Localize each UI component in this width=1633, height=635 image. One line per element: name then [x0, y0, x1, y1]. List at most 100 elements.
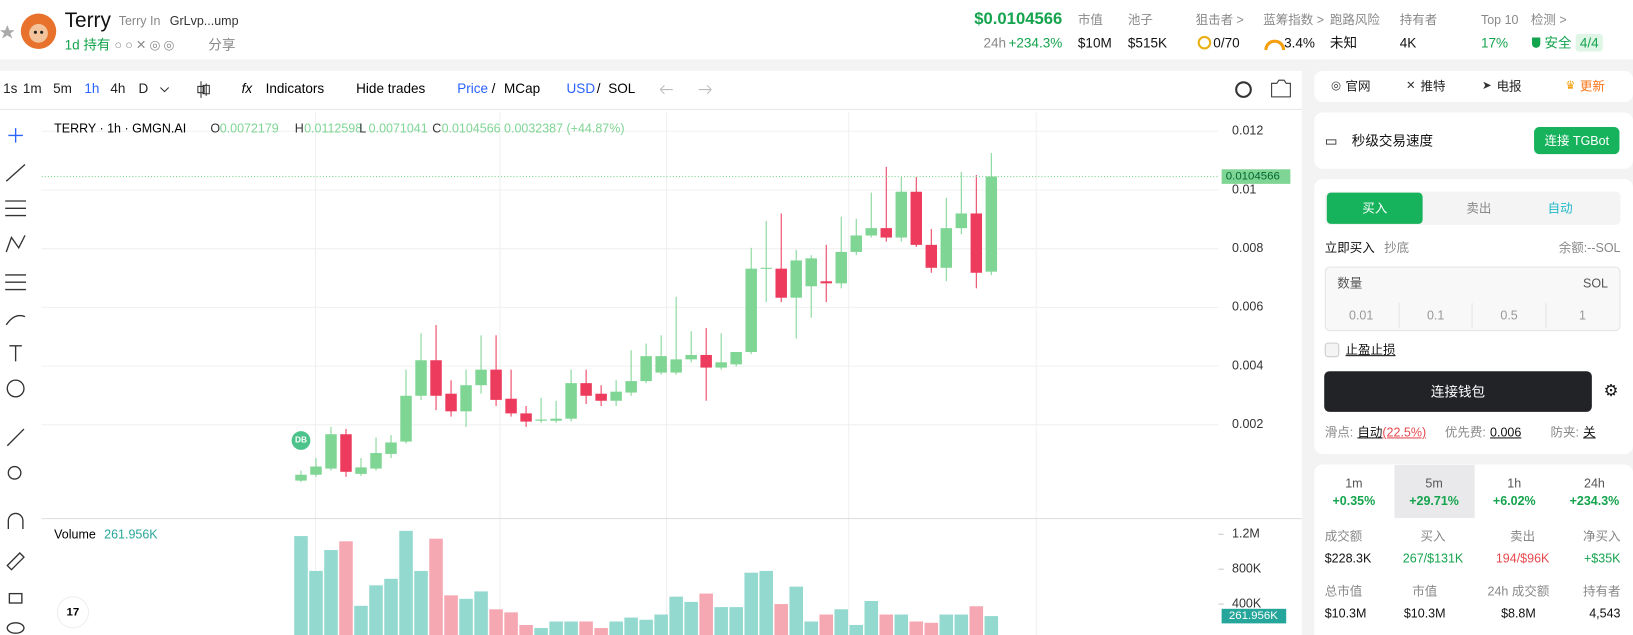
tv-logo[interactable]	[56, 596, 90, 629]
link[interactable]: 官网	[1345, 79, 1371, 94]
period-change[interactable]: +6.02%	[1492, 493, 1536, 509]
volume-bar	[804, 621, 818, 635]
tgbot-button[interactable]: 连接 TGBot	[1534, 127, 1620, 155]
interval[interactable]: 4h	[110, 81, 125, 96]
preset[interactable]: 0.1	[1398, 303, 1472, 329]
candle-body	[385, 442, 397, 454]
preset[interactable]: 0.5	[1471, 303, 1546, 329]
candle-body	[400, 395, 412, 442]
interval[interactable]: 1s	[3, 81, 18, 96]
mev-value[interactable]: 关	[1583, 424, 1596, 440]
checkbox[interactable]	[1324, 342, 1340, 358]
volume-bar	[939, 614, 954, 635]
stat-value: 17%	[1480, 34, 1509, 51]
y-tick-label: 0.01	[1232, 182, 1256, 196]
volume-bar	[774, 604, 788, 635]
indicators[interactable]: Indicators	[266, 81, 325, 96]
stat-label: 持有者	[1582, 584, 1621, 599]
volume-title: Volume	[54, 528, 96, 542]
amount-box[interactable]	[1324, 266, 1621, 332]
tab-buy[interactable]: 买入	[1326, 192, 1423, 224]
mcap-toggle[interactable]: MCap	[504, 81, 540, 96]
preset[interactable]: 1	[1544, 303, 1619, 329]
sol-toggle[interactable]: SOL	[608, 81, 636, 96]
hide-trades[interactable]: Hide trades	[356, 81, 425, 96]
connect-wallet[interactable]: 连接钱包	[1324, 371, 1592, 412]
drawing-tools[interactable]	[5, 128, 27, 634]
mode-dip[interactable]: 抄底	[1384, 240, 1410, 256]
interval[interactable]: D	[139, 81, 149, 96]
period-change[interactable]: +29.71%	[1409, 493, 1459, 509]
slippage-value[interactable]: (22.5%)	[1382, 424, 1427, 440]
period-change[interactable]: +234.3%	[1569, 493, 1620, 509]
volume-bar	[504, 612, 518, 635]
candle-body	[505, 398, 517, 414]
preset[interactable]: 0.01	[1349, 308, 1374, 323]
legend-value: 0.0071041	[369, 121, 428, 135]
usd-toggle[interactable]: USD	[567, 81, 596, 96]
price: $0.0104566	[974, 10, 1063, 29]
candle-body	[625, 381, 637, 393]
volume-bar	[429, 538, 443, 635]
candle-body	[910, 191, 923, 245]
volume-bar	[294, 536, 308, 635]
period-label[interactable]: 5m	[1425, 475, 1443, 491]
volume-bar	[519, 624, 533, 635]
price-toggle[interactable]: Price	[457, 81, 488, 96]
link[interactable]: 推特	[1420, 79, 1446, 94]
share[interactable]: 分享	[208, 36, 236, 53]
volume-bar	[579, 621, 593, 635]
candle-body	[985, 176, 998, 272]
volume-bar	[654, 614, 668, 635]
volume-bar	[984, 616, 999, 635]
volume-bar	[489, 609, 503, 635]
interval[interactable]: 1h	[84, 81, 99, 96]
candle-body	[940, 228, 953, 268]
volume-bar	[729, 607, 743, 635]
volume-bar	[669, 596, 683, 635]
candle-icon[interactable]	[197, 81, 210, 98]
fx-icon[interactable]: fx	[242, 81, 254, 96]
token-address[interactable]: GrLvp...ump	[169, 13, 239, 29]
interval[interactable]: 5m	[53, 81, 72, 96]
last-price-label: 0.0104566	[1226, 171, 1280, 183]
interval[interactable]: 1m	[23, 81, 42, 96]
period-label[interactable]: 24h	[1584, 475, 1605, 491]
settings-icon[interactable]	[1235, 81, 1252, 98]
fee-label: 优先费:	[1444, 424, 1486, 440]
link[interactable]: 更新	[1579, 79, 1605, 94]
slippage-mode[interactable]: 自动	[1357, 424, 1383, 440]
volume-bar	[354, 605, 368, 635]
sniper-icon	[1197, 35, 1212, 50]
volume-bar	[879, 614, 894, 635]
link[interactable]: 电报	[1496, 79, 1522, 94]
tab-sell[interactable]: 卖出	[1466, 200, 1492, 216]
stat-value: $10.3M	[1324, 606, 1367, 621]
period-active-bg	[1394, 465, 1475, 519]
stop-loss[interactable]: 止盈止损	[1345, 342, 1396, 358]
stat-value: 3.4%	[1284, 34, 1315, 51]
tab-auto[interactable]: 自动	[1547, 200, 1573, 216]
period-label[interactable]: 1m	[1345, 475, 1363, 491]
candle-body	[880, 228, 892, 238]
social-icons[interactable]: ○○✕◎◎	[114, 37, 178, 53]
trade-card: 买入 卖出 自动 立即买入 抄底 余额:--SOL 数量 SOL 0.01 0.1…	[1314, 179, 1633, 455]
volume-bar	[564, 621, 578, 635]
undo-redo[interactable]	[659, 85, 712, 95]
volume-bar	[864, 601, 879, 635]
candle-body	[520, 413, 532, 422]
stat-label: 卖出	[1510, 529, 1536, 544]
stat-value: 267/$131K	[1402, 550, 1464, 566]
camera-icon[interactable]	[1271, 79, 1291, 98]
period-change[interactable]: +0.35%	[1332, 493, 1376, 509]
wallet-settings[interactable]: ⚙	[1603, 382, 1619, 400]
amount-label: 数量	[1337, 275, 1363, 291]
mode-now[interactable]: 立即买入	[1324, 240, 1375, 256]
fee-value[interactable]: 0.006	[1490, 424, 1522, 440]
stat-value: $228.3K	[1324, 550, 1372, 566]
interval-group: 1s 1m 5m 1h 4h D	[3, 81, 170, 96]
balance: 余额:--SOL	[1558, 240, 1621, 256]
volume-bar	[924, 622, 939, 635]
period-label[interactable]: 1h	[1507, 475, 1522, 491]
